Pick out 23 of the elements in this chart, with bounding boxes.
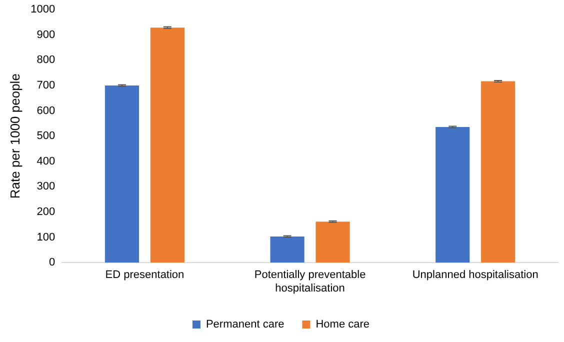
bar <box>270 236 304 263</box>
y-tick-label: 100 <box>36 231 56 244</box>
y-axis-title: Rate per 1000 people <box>7 74 22 199</box>
bar <box>150 28 185 263</box>
legend-label: Home care <box>316 318 370 331</box>
y-tick-label: 700 <box>36 80 56 92</box>
bar <box>481 81 516 263</box>
y-tick-label: 800 <box>36 54 56 66</box>
y-tick-label: 300 <box>36 180 56 193</box>
bar <box>316 222 350 263</box>
y-tick-label: 900 <box>36 28 56 41</box>
x-tick-label: Potentially preventable hospitalisation <box>254 269 366 294</box>
legend-label: Permanent care <box>206 318 284 331</box>
y-tick-label: 500 <box>36 130 56 142</box>
bar <box>104 86 140 263</box>
y-tick-label: 400 <box>36 155 56 168</box>
x-tick-label: Unplanned hospitalisation <box>412 269 538 282</box>
bar <box>436 126 470 263</box>
y-tick-label: 1000 <box>30 4 56 16</box>
y-tick-label: 600 <box>36 104 56 117</box>
y-tick-label: 200 <box>36 206 56 218</box>
x-tick-label: ED presentation <box>105 269 184 282</box>
y-tick-label: 0 <box>48 256 56 269</box>
